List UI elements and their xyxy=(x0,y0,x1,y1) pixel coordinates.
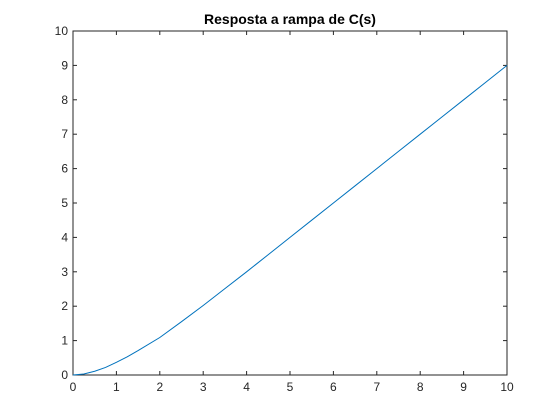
x-tick-label: 10 xyxy=(500,380,514,394)
x-tick-label: 0 xyxy=(70,380,77,394)
y-tick-label: 5 xyxy=(61,196,68,210)
y-tick-label: 6 xyxy=(61,162,68,176)
y-tick-label: 1 xyxy=(61,334,68,348)
y-tick-label: 4 xyxy=(61,230,68,244)
y-tick-label: 9 xyxy=(61,58,68,72)
x-tick-label: 2 xyxy=(156,380,163,394)
y-tick-label: 2 xyxy=(61,299,68,313)
y-tick-label: 0 xyxy=(61,368,68,382)
x-tick-label: 3 xyxy=(200,380,207,394)
y-tick-label: 8 xyxy=(61,93,68,107)
x-tick-label: 4 xyxy=(243,380,250,394)
x-tick-label: 5 xyxy=(287,380,294,394)
x-tick-label: 9 xyxy=(460,380,467,394)
axes: 0 1 2 3 4 5 6 7 8 9 10 0 1 2 3 4 5 6 7 8 9 10 xyxy=(55,24,514,394)
y-tick-label: 3 xyxy=(61,265,68,279)
series-line xyxy=(72,65,508,376)
chart-title: Resposta a rampa de C(s) xyxy=(204,11,376,27)
x-tick-label: 6 xyxy=(330,380,337,394)
axes-box xyxy=(72,30,508,376)
y-tick-label: 7 xyxy=(61,127,68,141)
plot-area xyxy=(72,65,508,376)
x-tick-label: 7 xyxy=(373,380,380,394)
x-tick-label: 1 xyxy=(113,380,120,394)
y-tick-label: 10 xyxy=(55,24,69,38)
x-tick-label: 8 xyxy=(417,380,424,394)
